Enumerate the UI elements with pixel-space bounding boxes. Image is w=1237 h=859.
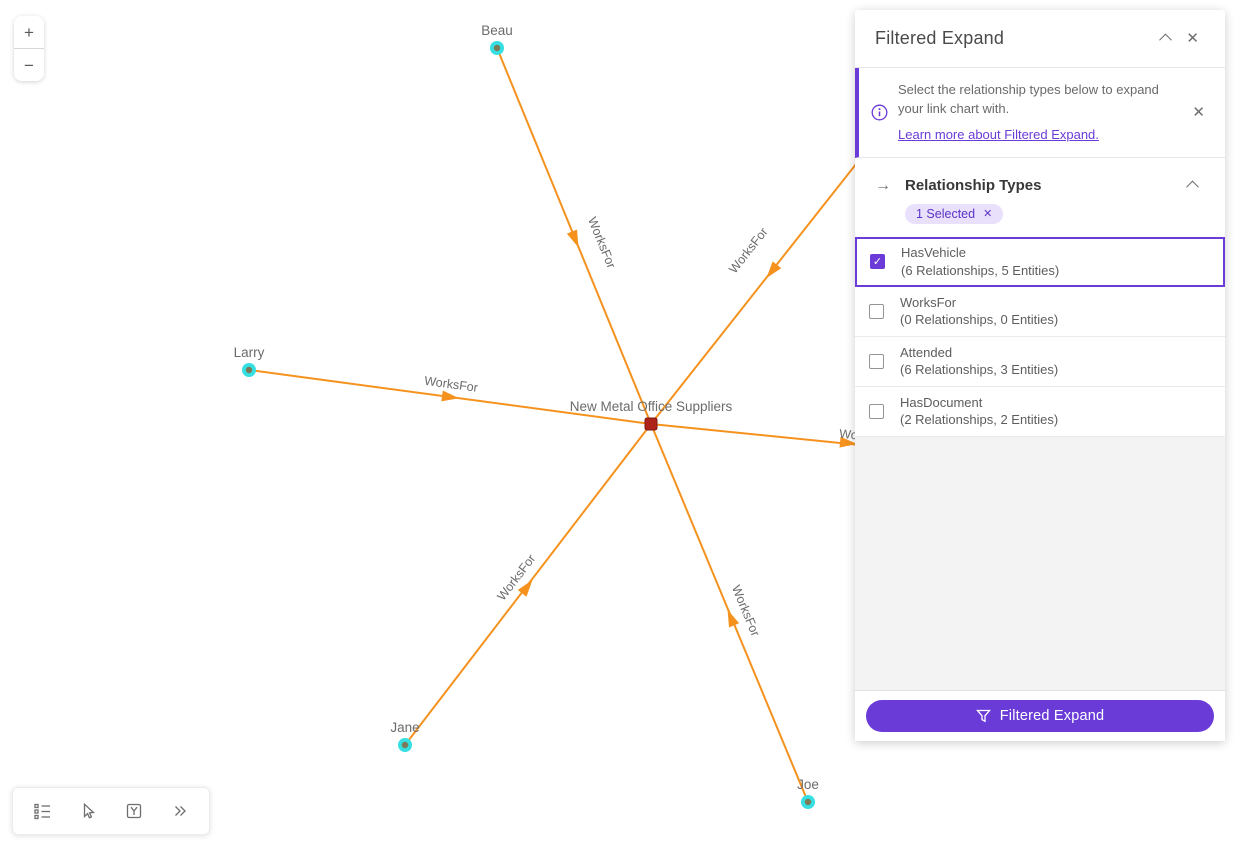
selection-badge-row: 1 Selected ✕ — [855, 195, 1225, 237]
info-text: Select the relationship types below to e… — [898, 81, 1174, 144]
edge-label: WorksFor — [423, 374, 478, 395]
relationship-option-attended[interactable]: Attended (6 Relationships, 3 Entities) — [855, 336, 1225, 387]
edge-arrowhead — [441, 390, 459, 402]
edge-label: WorksFor — [585, 215, 618, 270]
select-tool-button[interactable] — [65, 791, 111, 831]
edge-arrowhead — [517, 579, 533, 597]
panel-footer: Filtered Expand — [855, 690, 1225, 741]
node-label: Joe — [797, 777, 819, 792]
checkbox[interactable]: ✓ — [870, 254, 885, 270]
arrow-right-icon: → — [875, 176, 891, 194]
edge-label: WorksFor — [726, 225, 770, 276]
filtered-expand-panel: Filtered Expand ✕ Select the relationshi… — [855, 10, 1225, 741]
legend-icon — [33, 803, 50, 819]
checkbox[interactable] — [869, 403, 884, 419]
filtered-expand-button-label: Filtered Expand — [999, 708, 1105, 724]
collapse-panel-button[interactable] — [1153, 30, 1178, 47]
node-company[interactable]: New Metal Office Suppliers — [570, 399, 733, 431]
node-joe[interactable]: Joe — [797, 777, 819, 809]
divider — [14, 48, 44, 49]
option-name: HasVehicle — [901, 245, 967, 261]
zoom-out-button[interactable]: − — [14, 49, 44, 81]
chart-toolbar — [12, 787, 210, 835]
close-panel-button[interactable]: ✕ — [1178, 27, 1207, 50]
select-cursor-icon — [83, 802, 95, 819]
close-icon: ✕ — [1192, 103, 1205, 121]
option-text: HasVehicle (6 Relationships, 5 Entities) — [901, 244, 1059, 279]
person-node-inner — [245, 366, 253, 374]
option-detail: (2 Relationships, 2 Entities) — [900, 412, 1059, 428]
edge-arrowhead — [766, 261, 782, 279]
info-message: Select the relationship types below to e… — [898, 82, 1159, 116]
learn-more-link[interactable]: Learn more about Filtered Expand. — [898, 126, 1099, 142]
edge-worksfor[interactable] — [650, 139, 876, 425]
collapse-section-button[interactable] — [1180, 177, 1205, 194]
node-label: Jane — [390, 720, 419, 735]
relationship-option-hasdocument[interactable]: HasDocument (2 Relationships, 2 Entities) — [855, 386, 1225, 437]
panel-title: Filtered Expand — [875, 28, 1005, 48]
option-text: WorksFor (0 Relationships, 0 Entities) — [900, 294, 1058, 329]
relationship-option-hasvehicle[interactable]: ✓ HasVehicle (6 Relationships, 5 Entities) — [855, 236, 1225, 287]
relationship-option-worksfor[interactable]: WorksFor (0 Relationships, 0 Entities) — [855, 286, 1225, 337]
edge-arrowhead — [727, 609, 740, 628]
double-chevron-right-icon — [175, 806, 186, 816]
chevron-up-icon — [1186, 180, 1199, 194]
expand-toolbar-button[interactable] — [157, 791, 203, 831]
zoom-control: + − — [14, 16, 44, 81]
panel-empty-area — [855, 436, 1225, 690]
chevron-up-icon — [1159, 33, 1173, 47]
person-node-inner — [804, 798, 812, 806]
node-larry[interactable]: Larry — [234, 345, 265, 377]
clear-selection-icon[interactable]: ✕ — [983, 208, 993, 221]
filtered-expand-button[interactable]: Filtered Expand — [866, 700, 1214, 732]
panel-header: Filtered Expand ✕ — [855, 10, 1225, 68]
link-chart-icon — [126, 803, 142, 819]
option-name: Attended — [900, 344, 953, 360]
link-chart-button[interactable] — [111, 791, 157, 831]
company-node-shape[interactable] — [644, 417, 658, 431]
option-text: HasDocument (2 Relationships, 2 Entities) — [900, 394, 1058, 429]
info-icon — [871, 104, 888, 121]
relationship-options-list: ✓ HasVehicle (6 Relationships, 5 Entities)… — [855, 236, 1225, 437]
option-name: HasDocument — [900, 394, 983, 410]
legend-button[interactable] — [19, 791, 65, 831]
relationship-types-title: Relationship Types — [905, 177, 1042, 195]
option-name: WorksFor — [900, 294, 957, 310]
option-text: Attended (6 Relationships, 3 Entities) — [900, 344, 1058, 379]
node-beau[interactable]: Beau — [481, 23, 513, 55]
checkbox[interactable] — [869, 353, 884, 369]
filter-funnel-icon — [975, 709, 991, 723]
edge-arrowhead — [839, 436, 857, 448]
edge-label: WorksFor — [494, 552, 538, 603]
node-label: Beau — [481, 23, 513, 38]
node-label: Larry — [234, 345, 265, 360]
selected-count-badge[interactable]: 1 Selected ✕ — [905, 203, 1004, 224]
zoom-in-button[interactable]: + — [14, 16, 44, 48]
node-jane[interactable]: Jane — [390, 720, 420, 752]
dismiss-info-button[interactable]: ✕ — [1184, 101, 1213, 124]
person-node-inner — [493, 44, 501, 52]
close-icon: ✕ — [1186, 30, 1199, 47]
edge-arrowhead — [566, 229, 579, 248]
node-label: New Metal Office Suppliers — [570, 399, 733, 414]
edge-label: WorksFor — [729, 583, 763, 638]
selected-count-label: 1 Selected — [916, 206, 976, 221]
checkbox[interactable] — [869, 303, 884, 319]
option-detail: (0 Relationships, 0 Entities) — [900, 312, 1059, 328]
relationship-types-header: → Relationship Types — [855, 158, 1225, 195]
info-banner: Select the relationship types below to e… — [855, 68, 1225, 158]
person-node-inner — [401, 741, 409, 749]
option-detail: (6 Relationships, 3 Entities) — [900, 362, 1059, 378]
option-detail: (6 Relationships, 5 Entities) — [901, 262, 1060, 278]
